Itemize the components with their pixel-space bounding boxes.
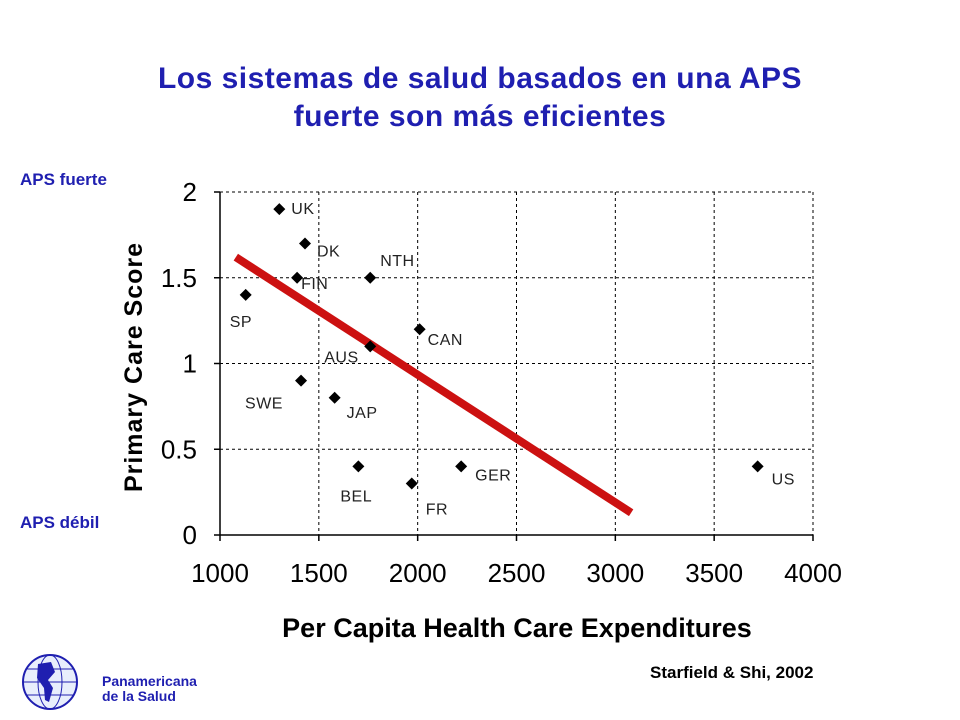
data-point-sp xyxy=(239,288,252,301)
data-point-uk xyxy=(273,203,286,216)
x-tick-label: 4000 xyxy=(784,558,842,588)
point-label-fin: FIN xyxy=(301,276,328,293)
data-point-can xyxy=(413,323,426,336)
data-point-fin xyxy=(291,271,304,284)
point-label-uk: UK xyxy=(291,201,314,218)
point-label-nth: NTH xyxy=(380,253,414,270)
trend-line xyxy=(233,253,634,517)
y-axis-label: Primary Care Score xyxy=(120,242,148,492)
data-point-nth xyxy=(364,271,377,284)
organization-logo: Panamericana de la Salud xyxy=(18,650,278,714)
title-line-1: Los sistemas de salud basados en una APS xyxy=(157,62,803,95)
x-axis-label: Per Capita Health Care Expenditures xyxy=(282,613,752,643)
point-label-bel: BEL xyxy=(340,488,372,505)
data-point-jap xyxy=(328,391,341,404)
data-point-swe xyxy=(295,374,308,387)
logo-line-1: Panamericana xyxy=(102,673,197,689)
point-label-ger: GER xyxy=(475,467,511,484)
point-label-jap: JAP xyxy=(347,405,378,422)
point-label-sp: SP xyxy=(230,314,252,331)
x-tick-label: 1500 xyxy=(290,558,348,588)
y-tick-label: 1.5 xyxy=(161,263,197,293)
y-tick-label: 1 xyxy=(183,349,197,379)
point-label-us: US xyxy=(772,471,795,488)
point-label-swe: SWE xyxy=(245,396,283,413)
slide-title: Los sistemas de salud basados en una APS… xyxy=(60,60,900,136)
citation: Starfield & Shi, 2002 xyxy=(650,663,814,682)
point-label-aus: AUS xyxy=(324,349,358,366)
y-tick-label: 2 xyxy=(183,177,197,207)
point-label-dk: DK xyxy=(317,243,340,260)
globe-icon xyxy=(22,654,78,710)
x-tick-label: 1000 xyxy=(191,558,249,588)
y-tick-label: 0.5 xyxy=(161,434,197,464)
data-point-bel xyxy=(352,460,365,473)
data-point-dk xyxy=(298,237,311,250)
title-line-2: fuerte son más eficientes xyxy=(293,100,667,133)
point-label-can: CAN xyxy=(428,332,463,349)
x-tick-label: 3000 xyxy=(586,558,644,588)
point-label-fr: FR xyxy=(426,502,448,519)
x-tick-label: 2500 xyxy=(488,558,546,588)
strong-aps-label: APS fuerte xyxy=(20,170,107,189)
weak-aps-label: APS débil xyxy=(20,513,100,532)
data-point-aus xyxy=(364,340,377,353)
logo-line-2: de la Salud xyxy=(102,688,176,704)
data-point-ger xyxy=(455,460,468,473)
data-point-fr xyxy=(405,477,418,490)
y-tick-label: 0 xyxy=(183,520,197,550)
data-point-us xyxy=(751,460,764,473)
x-tick-label: 3500 xyxy=(685,558,743,588)
x-tick-label: 2000 xyxy=(389,558,447,588)
